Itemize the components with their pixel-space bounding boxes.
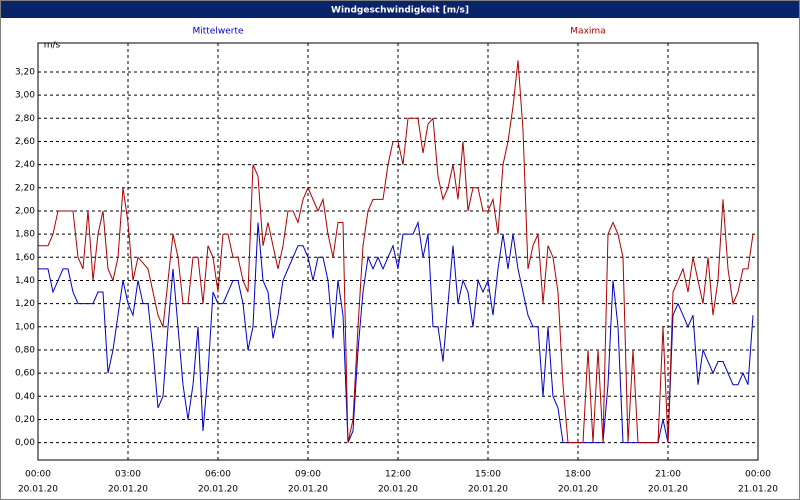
y-tick-label: 3,00 — [15, 91, 35, 101]
x-tick-date: 20.01.20 — [558, 485, 598, 495]
grid — [37, 43, 759, 460]
x-tick-label: 21:00 — [655, 470, 681, 480]
x-tick-date: 20.01.20 — [108, 485, 148, 495]
x-tick-label: 15:00 — [475, 470, 501, 480]
y-tick-label: 1,00 — [15, 322, 35, 332]
x-tick-label: 06:00 — [205, 470, 231, 480]
y-tick-label: 0,20 — [15, 415, 35, 425]
x-tick-date: 21.01.20 — [738, 485, 778, 495]
y-tick-label: 2,00 — [15, 206, 35, 216]
y-tick-label: 1,40 — [15, 276, 35, 286]
plot-border — [37, 42, 759, 461]
y-tick-label: 0,60 — [15, 369, 35, 379]
series-line — [38, 220, 754, 444]
y-tick-label: 0,80 — [15, 345, 35, 355]
y-tick-label: 1,60 — [15, 253, 35, 263]
x-tick-date: 20.01.20 — [378, 485, 418, 495]
lines — [38, 60, 754, 444]
legend-label: Maxima — [570, 27, 605, 37]
y-tick-label: 0,00 — [15, 438, 35, 448]
y-tick-label: 2,60 — [15, 137, 35, 147]
title-bar — [1, 1, 799, 18]
y-tick-label: 2,20 — [15, 183, 35, 193]
x-tick-date: 20.01.20 — [18, 485, 58, 495]
x-tick-label: 18:00 — [565, 470, 591, 480]
x-tick-label: 09:00 — [295, 470, 321, 480]
x-tick-date: 20.01.20 — [198, 485, 238, 495]
x-tick-label: 00:00 — [745, 470, 771, 480]
legend-label: Mittelwerte — [192, 27, 243, 37]
y-tick-label: 1,20 — [15, 299, 35, 309]
x-tick-label: 00:00 — [25, 470, 51, 480]
y-tick-label: 0,40 — [15, 392, 35, 402]
x-tick-date: 20.01.20 — [468, 485, 508, 495]
chart-title: Windgeschwindigkeit [m/s] — [331, 6, 469, 16]
y-unit: m/s — [44, 41, 61, 51]
y-tick-label: 3,20 — [15, 67, 35, 77]
y-tick-label: 1,80 — [15, 230, 35, 240]
x-tick-date: 20.01.20 — [648, 485, 688, 495]
x-tick-date: 20.01.20 — [288, 485, 328, 495]
x-tick-label: 12:00 — [385, 470, 411, 480]
series-line — [38, 60, 754, 444]
y-tick-label: 2,80 — [15, 114, 35, 124]
y-tick-label: 2,40 — [15, 160, 35, 170]
x-tick-label: 03:00 — [115, 470, 141, 480]
